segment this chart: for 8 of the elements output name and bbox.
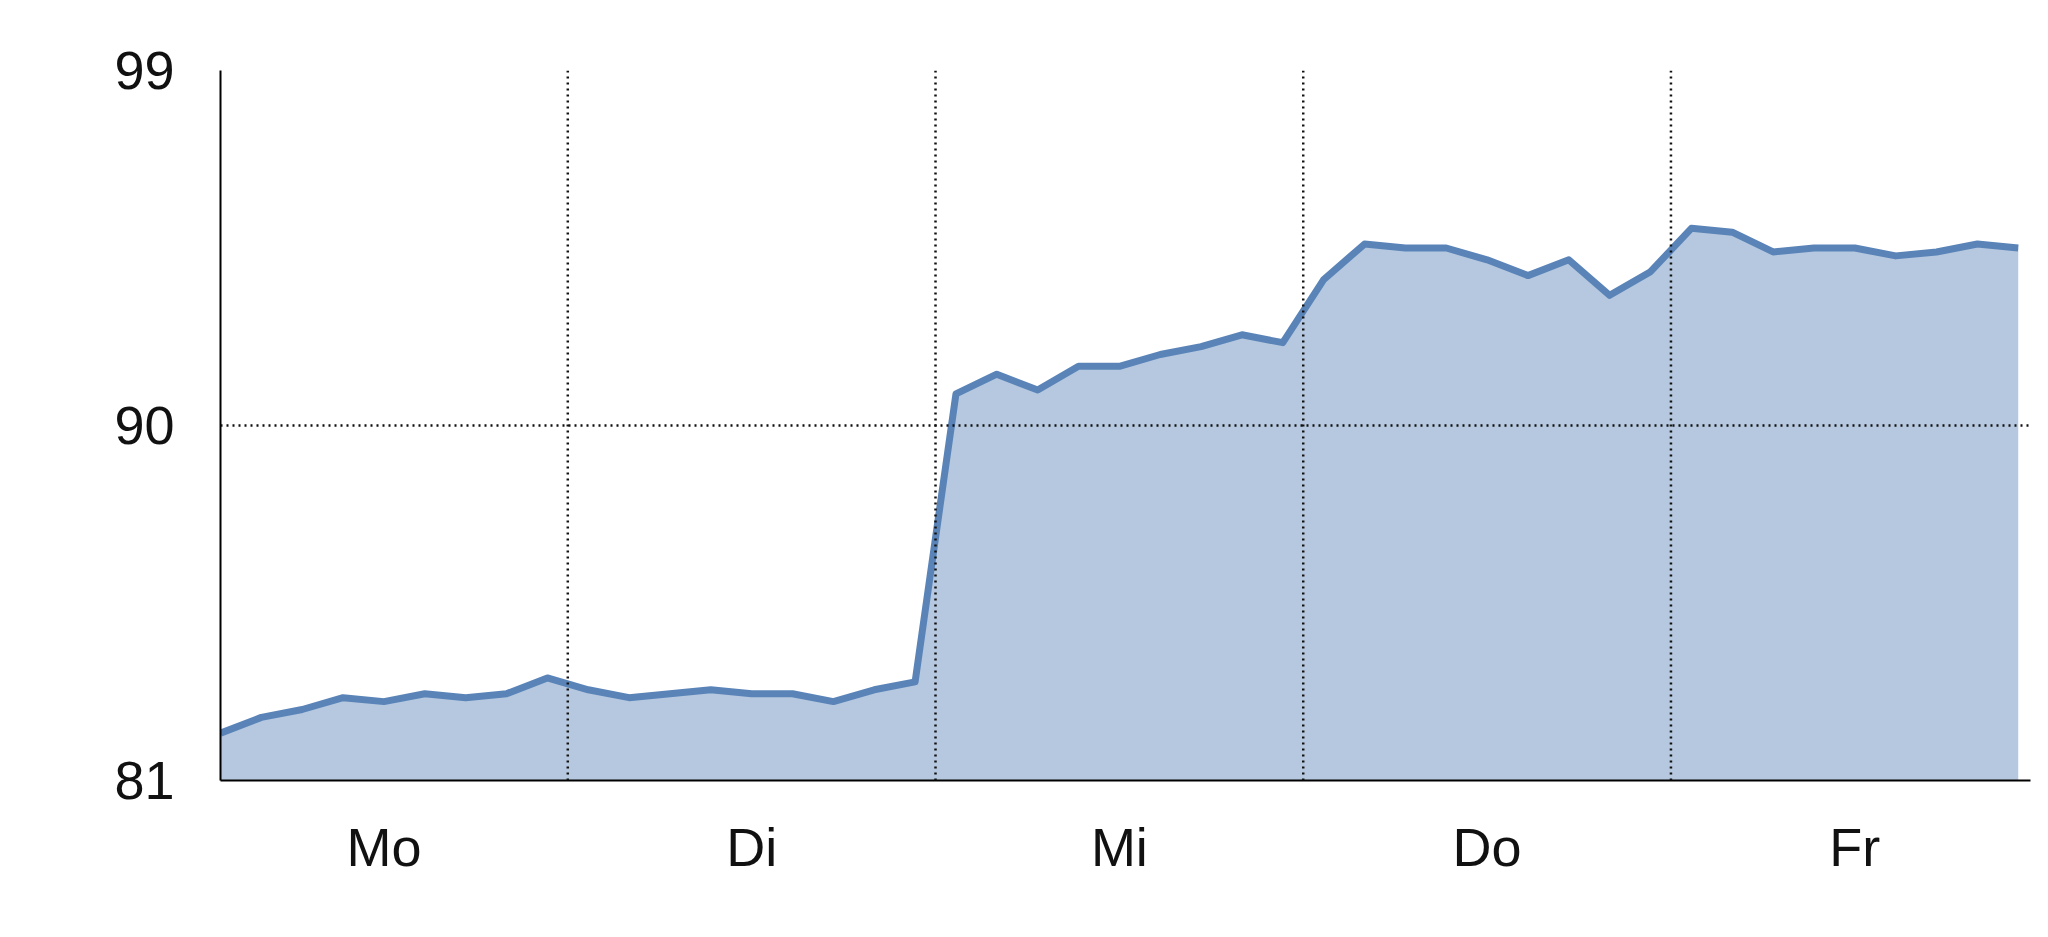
y-tick-label: 99 [114, 40, 175, 100]
y-tick-label: 81 [114, 750, 175, 810]
x-tick-label: Mi [1090, 816, 1148, 877]
x-tick-label: Di [726, 816, 778, 877]
x-tick-label: Fr [1829, 816, 1881, 877]
y-tick-label: 90 [114, 395, 175, 455]
x-tick-label: Mo [346, 816, 422, 877]
x-tick-label: Do [1452, 816, 1522, 877]
